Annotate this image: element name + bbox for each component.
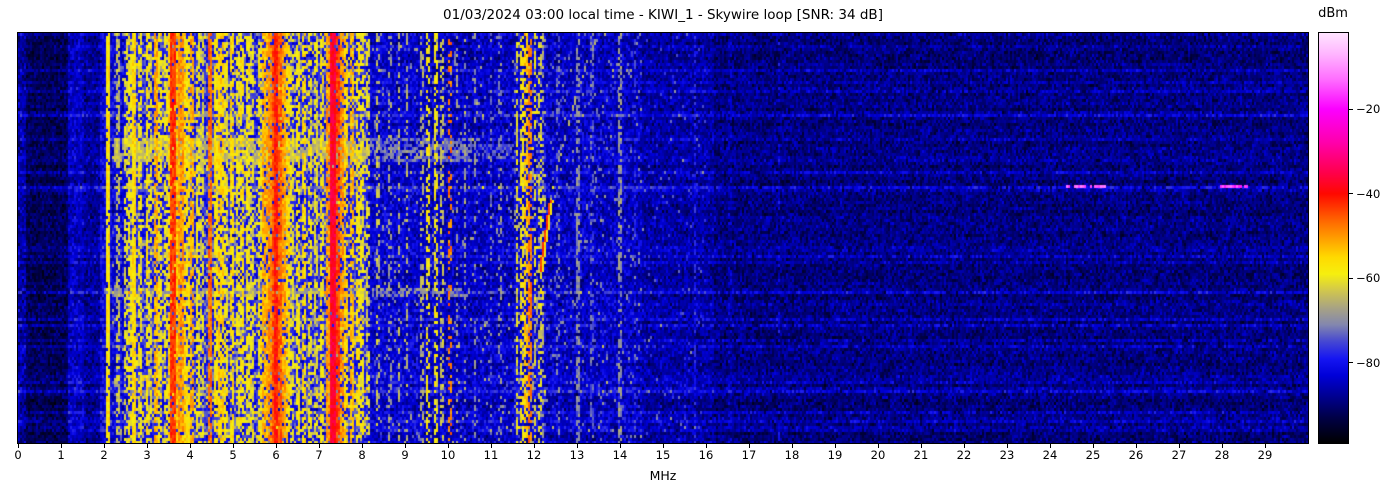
x-tick-label: 7 xyxy=(315,448,323,462)
x-tick-label: 10 xyxy=(440,448,456,462)
x-axis-label: MHz xyxy=(649,468,677,483)
x-tick-label: 27 xyxy=(1171,448,1187,462)
x-tick xyxy=(748,444,750,448)
x-axis: 0 1 2 3 4 5 6 7 8 9 10 11 12 13 14 15 16 17 18 19 20 21 22 23 24… xyxy=(14,444,1308,468)
x-tick xyxy=(17,444,19,448)
x-tick-label: 28 xyxy=(1214,448,1230,462)
x-tick-label: 21 xyxy=(913,448,929,462)
x-tick-label: 23 xyxy=(999,448,1015,462)
x-tick xyxy=(920,444,922,448)
colorbar-tick-label: −60 xyxy=(1356,271,1381,286)
x-tick xyxy=(404,444,406,448)
plot-title: 01/03/2024 03:00 local time - KIWI_1 - S… xyxy=(443,7,883,23)
x-tick-label: 14 xyxy=(612,448,628,462)
x-tick xyxy=(60,444,62,448)
x-tick xyxy=(1178,444,1180,448)
x-tick-label: 3 xyxy=(143,448,151,462)
x-tick xyxy=(576,444,578,448)
x-tick xyxy=(146,444,148,448)
x-tick xyxy=(447,444,449,448)
colorbar-tick xyxy=(1349,193,1353,195)
colorbar-tick-label: −20 xyxy=(1356,102,1381,117)
x-tick xyxy=(705,444,707,448)
x-tick-label: 11 xyxy=(483,448,499,462)
plot-area xyxy=(17,32,1309,444)
x-tick xyxy=(791,444,793,448)
colorbar-title: dBm xyxy=(1318,6,1348,21)
colorbar-tick-label: −40 xyxy=(1356,186,1381,201)
x-tick-label: 20 xyxy=(870,448,886,462)
colorbar-axis: −20 −40 −60 −80 xyxy=(1349,33,1399,443)
x-tick-label: 6 xyxy=(272,448,280,462)
colorbar-tick xyxy=(1349,362,1353,364)
colorbar xyxy=(1318,32,1349,444)
x-tick xyxy=(533,444,535,448)
x-tick xyxy=(361,444,363,448)
x-tick-label: 24 xyxy=(1042,448,1058,462)
colorbar-tick-label: −80 xyxy=(1356,355,1381,370)
x-tick-label: 18 xyxy=(784,448,800,462)
colorbar-tick xyxy=(1349,277,1353,279)
x-tick-label: 12 xyxy=(526,448,542,462)
x-tick-label: 15 xyxy=(655,448,671,462)
spectrogram-canvas xyxy=(18,33,1308,443)
x-tick-label: 22 xyxy=(956,448,972,462)
x-tick-label: 4 xyxy=(186,448,194,462)
x-tick xyxy=(490,444,492,448)
x-tick xyxy=(1264,444,1266,448)
x-tick xyxy=(963,444,965,448)
x-tick-label: 17 xyxy=(741,448,757,462)
x-tick xyxy=(1049,444,1051,448)
x-tick xyxy=(1006,444,1008,448)
x-tick-label: 5 xyxy=(229,448,237,462)
x-tick-label: 1 xyxy=(57,448,65,462)
x-tick-label: 9 xyxy=(401,448,409,462)
x-tick xyxy=(103,444,105,448)
x-tick xyxy=(619,444,621,448)
x-tick-label: 13 xyxy=(569,448,585,462)
x-tick xyxy=(232,444,234,448)
x-tick-label: 2 xyxy=(100,448,108,462)
x-tick xyxy=(318,444,320,448)
x-tick xyxy=(1221,444,1223,448)
x-tick-label: 8 xyxy=(358,448,366,462)
x-tick xyxy=(877,444,879,448)
x-tick-label: 26 xyxy=(1128,448,1144,462)
x-tick-label: 0 xyxy=(14,448,22,462)
colorbar-gradient xyxy=(1319,33,1348,443)
x-tick xyxy=(189,444,191,448)
colorbar-tick xyxy=(1349,108,1353,110)
x-tick-label: 19 xyxy=(827,448,843,462)
x-tick-label: 29 xyxy=(1257,448,1273,462)
x-tick xyxy=(1092,444,1094,448)
x-tick xyxy=(1135,444,1137,448)
x-tick-label: 16 xyxy=(698,448,714,462)
x-tick xyxy=(662,444,664,448)
x-tick-label: 25 xyxy=(1085,448,1101,462)
x-tick xyxy=(834,444,836,448)
x-tick xyxy=(275,444,277,448)
